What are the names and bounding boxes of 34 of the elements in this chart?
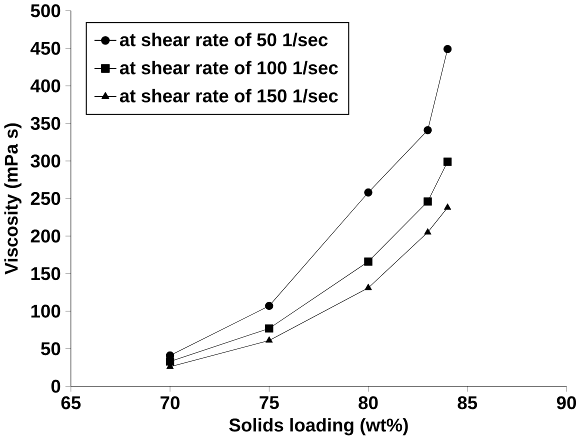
y-tick-label: 400: [30, 80, 60, 93]
point: [265, 324, 274, 333]
y-tick-label: 0: [51, 380, 60, 393]
point: [424, 228, 432, 235]
y-tick-label: 150: [31, 267, 60, 280]
x-axis-title: Solids loading (wt%): [229, 418, 408, 436]
x-tick-label: 75: [260, 396, 279, 410]
point: [364, 258, 372, 266]
x-tick-label: 70: [160, 396, 180, 410]
y-tick-label: 350: [30, 117, 60, 130]
legend-label: at shear rate of 50 1/sec: [120, 32, 328, 47]
point: [364, 284, 372, 290]
legend-label: at shear rate of 150 1/sec: [120, 89, 338, 103]
y-axis-title: Viscosity (mPa s): [4, 124, 22, 275]
point: [424, 126, 432, 134]
point: [364, 188, 372, 197]
legend-label: at shear rate of 100 1/sec: [120, 61, 338, 75]
y-tick-label: 300: [30, 154, 60, 168]
point: [443, 158, 452, 166]
y-tick-label: 50: [41, 342, 60, 356]
point: [266, 336, 273, 343]
x-tick-label: 85: [458, 396, 478, 410]
y-tick-label: 500: [30, 4, 60, 18]
x-tick-label: 90: [556, 396, 576, 410]
y-tick-label: 250: [30, 192, 60, 206]
point: [443, 45, 452, 54]
y-tick-label: 200: [30, 230, 60, 243]
point: [444, 204, 452, 210]
y-tick-label: 450: [30, 42, 60, 56]
y-tick-label: 100: [31, 304, 60, 318]
point: [265, 302, 274, 310]
point: [424, 198, 432, 206]
x-tick-label: 80: [358, 396, 378, 410]
x-tick-label: 65: [61, 396, 81, 410]
